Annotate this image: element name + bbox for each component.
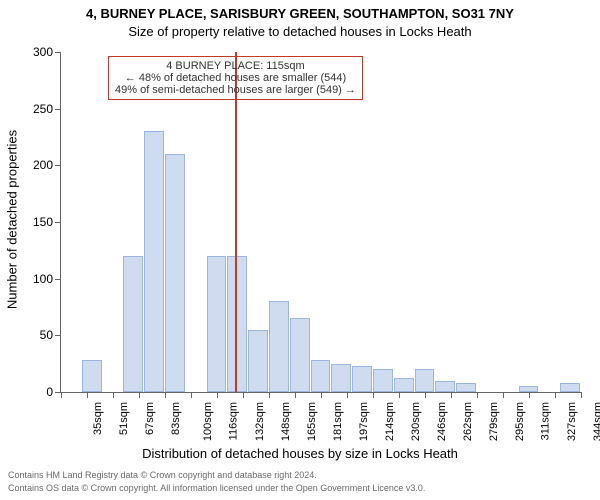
x-tick-label: 197sqm [358, 402, 370, 441]
x-tick-label: 132sqm [254, 402, 266, 441]
x-tick [113, 392, 114, 398]
x-tick [555, 392, 556, 398]
histogram-bar [373, 369, 393, 392]
x-tick [139, 392, 140, 398]
histogram-bar [352, 366, 372, 392]
callout-line-1: 4 BURNEY PLACE: 115sqm [115, 60, 356, 72]
x-tick [581, 392, 582, 398]
x-tick [399, 392, 400, 398]
x-tick [269, 392, 270, 398]
x-tick-label: 246sqm [436, 402, 448, 441]
histogram-bar [331, 364, 351, 392]
x-tick-label: 344sqm [592, 402, 600, 441]
y-tick-label: 250 [33, 102, 53, 116]
x-tick-label: 100sqm [202, 402, 214, 441]
x-tick-label: 311sqm [539, 402, 551, 440]
footer-copyright-1: Contains HM Land Registry data © Crown c… [8, 470, 317, 480]
histogram-bar [456, 383, 476, 392]
y-axis-label: Number of detached properties [5, 50, 20, 390]
x-tick [217, 392, 218, 398]
x-tick [321, 392, 322, 398]
x-tick-label: 35sqm [92, 402, 104, 435]
callout-line-3: 49% of semi-detached houses are larger (… [115, 84, 356, 96]
x-tick-label: 165sqm [306, 402, 318, 441]
x-tick [373, 392, 374, 398]
histogram-bar [144, 131, 164, 392]
histogram-bar [82, 360, 102, 392]
x-tick-label: 279sqm [488, 402, 500, 441]
x-tick [165, 392, 166, 398]
x-tick-label: 181sqm [332, 402, 344, 441]
y-tick-label: 150 [33, 215, 53, 229]
x-tick [503, 392, 504, 398]
histogram-bar [165, 154, 185, 392]
histogram-bar [394, 378, 414, 392]
histogram-bar [269, 301, 289, 392]
x-tick [191, 392, 192, 398]
histogram-bar [227, 256, 247, 392]
chart-title-line1: 4, BURNEY PLACE, SARISBURY GREEN, SOUTHA… [0, 6, 600, 21]
footer-copyright-2: Contains OS data © Crown copyright. All … [8, 483, 425, 493]
y-tick [55, 165, 61, 166]
x-tick-label: 67sqm [144, 402, 156, 435]
callout-line-2: ← 48% of detached houses are smaller (54… [115, 72, 356, 84]
histogram-bar [435, 381, 455, 392]
x-tick-label: 148sqm [280, 402, 292, 441]
x-tick-label: 327sqm [566, 402, 578, 441]
chart-plot-area: 05010015020025030035sqm51sqm67sqm83sqm10… [60, 52, 581, 393]
x-tick [61, 392, 62, 398]
histogram-bar [290, 318, 310, 392]
x-tick-label: 262sqm [462, 402, 474, 441]
x-tick [477, 392, 478, 398]
y-tick [55, 52, 61, 53]
y-tick [55, 335, 61, 336]
histogram-bar [311, 360, 331, 392]
reference-line [235, 52, 237, 392]
y-tick-label: 50 [40, 328, 53, 342]
x-tick [295, 392, 296, 398]
y-tick-label: 200 [33, 158, 53, 172]
x-tick [425, 392, 426, 398]
x-tick [451, 392, 452, 398]
x-tick [87, 392, 88, 398]
chart-title-line2: Size of property relative to detached ho… [0, 24, 600, 39]
x-tick [529, 392, 530, 398]
y-tick [55, 109, 61, 110]
y-tick-label: 0 [46, 385, 53, 399]
x-tick-label: 83sqm [170, 402, 182, 435]
x-tick-label: 51sqm [118, 402, 130, 435]
y-tick [55, 222, 61, 223]
x-tick-label: 214sqm [384, 402, 396, 441]
x-tick [347, 392, 348, 398]
histogram-bar [207, 256, 227, 392]
x-tick-label: 295sqm [514, 402, 526, 441]
x-tick-label: 230sqm [410, 402, 422, 441]
x-tick-label: 116sqm [227, 402, 239, 440]
x-tick [243, 392, 244, 398]
y-tick-label: 100 [33, 272, 53, 286]
histogram-bar [123, 256, 143, 392]
y-tick [55, 279, 61, 280]
histogram-bar [560, 383, 580, 392]
reference-callout-box: 4 BURNEY PLACE: 115sqm ← 48% of detached… [108, 56, 363, 100]
histogram-bar [415, 369, 435, 392]
x-axis-label: Distribution of detached houses by size … [0, 446, 600, 461]
histogram-bar [248, 330, 268, 392]
y-tick-label: 300 [33, 45, 53, 59]
